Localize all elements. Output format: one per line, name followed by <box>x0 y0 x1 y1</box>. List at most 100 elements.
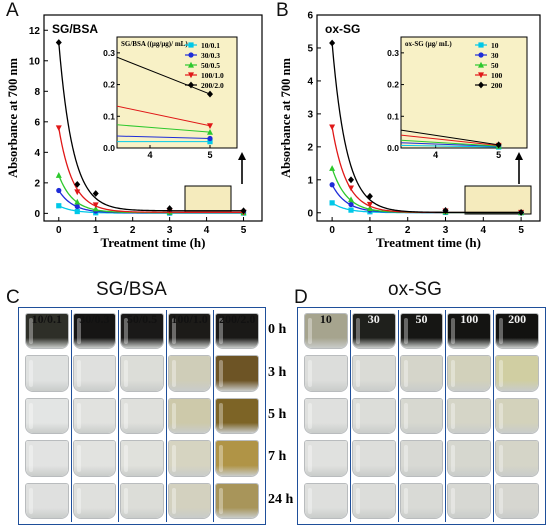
vial-liquid <box>352 398 395 434</box>
vial <box>304 440 348 477</box>
column-divider <box>445 310 447 522</box>
vial <box>399 397 444 435</box>
vial-liquid <box>216 483 258 518</box>
vial <box>72 440 117 477</box>
vial-liquid <box>352 314 395 349</box>
legend-label-50/0.5: 50/0.5 <box>201 61 220 70</box>
inset-y-tick-label: 0.2 <box>103 80 115 90</box>
x-tick-label: 2 <box>405 225 411 236</box>
legend-label-100/1.0: 100/1.0 <box>201 71 224 80</box>
vial-liquid <box>496 398 538 434</box>
y-tick-label: 0 <box>307 208 313 219</box>
vial-highlight <box>451 487 456 514</box>
y-tick-label: 3 <box>307 109 313 120</box>
concentration-label: 30 <box>367 312 380 326</box>
vial-liquid <box>400 398 443 434</box>
data-point-10/0.1 <box>74 208 80 215</box>
inset-point-50/0.5 <box>207 128 213 135</box>
panel-letter-d: D <box>294 287 308 308</box>
vial-liquid <box>305 314 347 349</box>
inset-line-10 <box>400 144 499 148</box>
vial-liquid <box>73 441 116 476</box>
vial <box>25 313 69 350</box>
vial-highlight <box>403 318 408 345</box>
y-tick-label: 2 <box>34 178 40 189</box>
data-point-10 <box>329 200 335 206</box>
legend-marker-30 <box>478 52 484 58</box>
vial <box>167 440 212 477</box>
vial <box>120 482 164 519</box>
x-axis-label: Treatment time (h) <box>101 235 206 250</box>
vial-liquid <box>26 356 68 391</box>
vial-liquid <box>448 483 491 518</box>
vial-liquid <box>216 398 258 434</box>
vial <box>304 355 348 392</box>
x-tick-label: 0 <box>329 225 335 236</box>
legend-label-30/0.3: 30/0.3 <box>201 51 220 60</box>
data-point-30 <box>329 182 335 188</box>
y-tick-label: 12 <box>29 26 41 37</box>
vial-highlight <box>451 360 456 387</box>
vial <box>351 397 396 435</box>
column-divider <box>493 310 495 522</box>
x-axis-label: Treatment time (h) <box>376 235 481 250</box>
inset-line-100 <box>400 134 499 146</box>
vial <box>25 440 69 477</box>
vial-highlight <box>308 360 312 387</box>
data-point-50/0.5 <box>92 205 99 212</box>
x-tick-label: 4 <box>204 225 210 236</box>
legend-label-200/2.0: 200/2.0 <box>201 81 224 90</box>
vial <box>167 313 212 350</box>
photo-panel-d: 10 30 50 100 200 <box>297 307 546 525</box>
vial-highlight <box>499 360 504 387</box>
vial-highlight <box>308 445 312 472</box>
inset-a: 4 50.00.10.20.3SG/BSA ((μg/μg)/ mL) 10/0.1… <box>103 36 238 160</box>
vial-liquid <box>168 356 211 391</box>
y-axis-label: Absorbance at 700 nm <box>279 58 293 178</box>
vial-highlight <box>29 318 33 345</box>
vial <box>399 355 444 392</box>
data-point-200/2.0 <box>74 180 81 188</box>
vial-highlight <box>171 445 176 472</box>
vial <box>25 397 69 435</box>
vial-highlight <box>451 318 456 345</box>
vial <box>304 313 348 350</box>
inset-point-200 <box>495 141 502 149</box>
zoom-region-box <box>464 185 532 215</box>
vial <box>447 313 492 350</box>
vial <box>215 440 259 477</box>
inset-line-30/0.3 <box>116 135 211 139</box>
vial <box>25 482 69 519</box>
inset-frame <box>400 36 528 149</box>
data-point-30/0.3 <box>56 187 62 194</box>
y-tick-label: 10 <box>29 56 41 67</box>
y-tick-label: 1 <box>307 175 313 186</box>
vial-liquid <box>352 356 395 391</box>
vial-highlight <box>499 445 504 472</box>
vial-highlight <box>499 487 504 514</box>
inset-y-tick-label: 0.0 <box>387 143 399 153</box>
inset-y-tick-label: 0.1 <box>387 111 399 121</box>
vial-highlight <box>308 402 312 430</box>
y-tick-label: 4 <box>34 148 40 159</box>
legend-marker-10 <box>478 42 484 48</box>
vial <box>495 397 539 435</box>
vial-highlight <box>29 445 33 472</box>
inset-title: ox-SG (μg/ mL) <box>405 40 452 48</box>
vial-liquid <box>448 356 491 391</box>
data-point-100 <box>366 201 373 208</box>
vial-liquid <box>121 356 163 391</box>
vial-liquid <box>121 483 163 518</box>
y-axis-label: Absorbance at 700 nm <box>6 58 20 178</box>
x-tick-label: 2 <box>130 225 136 236</box>
vial-highlight <box>403 445 408 472</box>
x-tick-label: 3 <box>443 225 449 236</box>
inset-title: SG/BSA ((μg/μg)/ mL) <box>121 40 188 48</box>
vial-highlight <box>219 318 224 345</box>
x-tick-label: 4 <box>481 225 487 236</box>
column-divider <box>397 310 399 522</box>
vial <box>120 313 164 350</box>
vial-highlight <box>124 445 129 472</box>
vial-highlight <box>76 402 81 430</box>
